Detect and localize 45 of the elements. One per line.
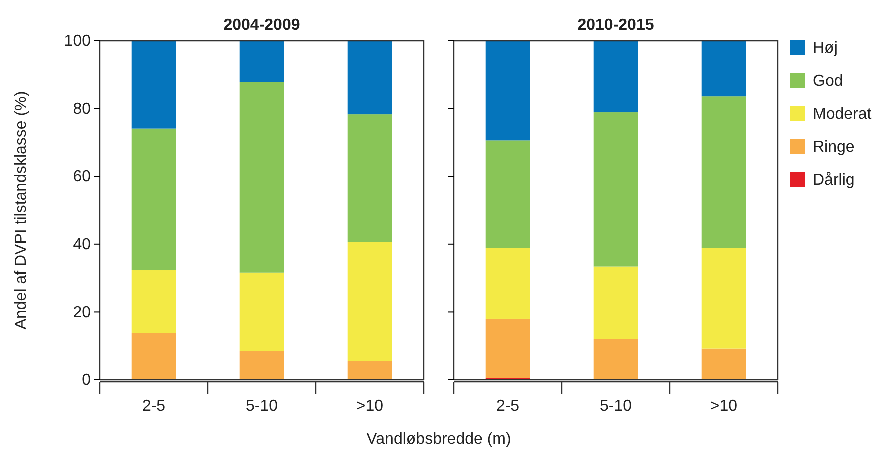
- bar: [486, 248, 530, 319]
- bar: [348, 41, 392, 115]
- bar: [486, 41, 530, 141]
- bar: [240, 41, 284, 82]
- x-axis-title: Vandløbsbredde (m): [366, 431, 512, 448]
- bar: [702, 248, 746, 349]
- bar: [594, 266, 638, 340]
- bar: [594, 339, 638, 380]
- x-tick-label: >10: [710, 398, 738, 415]
- chart-title: 2010-2015: [578, 17, 654, 34]
- y-tick-label: 60: [73, 168, 92, 186]
- bar: [702, 96, 746, 248]
- legend-label: Høj: [813, 40, 838, 57]
- x-tick-label: 2-5: [496, 398, 520, 415]
- x-tick-label: >10: [356, 398, 384, 415]
- bar: [702, 41, 746, 97]
- bar: [132, 270, 176, 334]
- y-tick-label: 0: [82, 372, 92, 390]
- legend-label: Ringe: [813, 139, 855, 156]
- bar: [348, 361, 392, 380]
- bar: [486, 140, 530, 248]
- y-axis-title: Andel af DVPI tilstandsklasse (%): [13, 91, 30, 330]
- x-tick-label: 5-10: [600, 398, 632, 415]
- bar: [132, 128, 176, 271]
- x-tick-label: 5-10: [246, 398, 278, 415]
- bar: [702, 348, 746, 380]
- bar: [240, 82, 284, 273]
- bar: [348, 114, 392, 242]
- y-tick-label: 20: [73, 304, 92, 322]
- y-tick-label: 40: [73, 236, 92, 254]
- y-tick-label: 100: [64, 33, 92, 50]
- bar: [486, 318, 530, 378]
- bar: [132, 333, 176, 380]
- bar: [132, 41, 176, 129]
- bar: [594, 112, 638, 267]
- bar: [240, 351, 284, 380]
- legend-label: Dårlig: [813, 172, 855, 189]
- bar: [240, 272, 284, 352]
- chart-title: 2004-2009: [224, 17, 300, 34]
- legend-label: Moderat: [813, 106, 872, 123]
- bar: [348, 242, 392, 362]
- y-tick-label: 80: [73, 100, 92, 118]
- x-tick-label: 2-5: [142, 398, 166, 415]
- legend-label: God: [813, 73, 844, 90]
- bar: [594, 41, 638, 113]
